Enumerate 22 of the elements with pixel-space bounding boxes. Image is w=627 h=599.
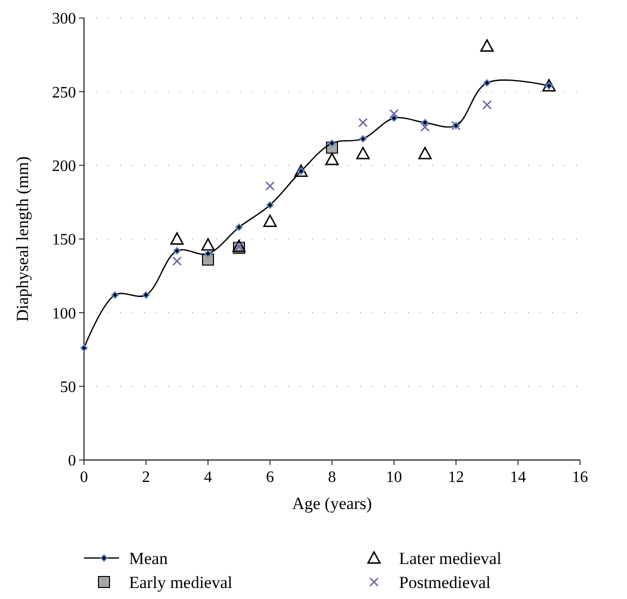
y-tick-label: 250 — [52, 84, 76, 102]
y-tick-label: 50 — [60, 378, 76, 396]
y-tick-label: 300 — [52, 10, 76, 28]
x-tick-label: 14 — [510, 469, 526, 486]
legend-label: Postmedieval — [399, 573, 491, 592]
x-tick-label: 2 — [142, 469, 150, 486]
legend-label: Mean — [129, 549, 168, 568]
x-tick-label: 6 — [266, 469, 274, 486]
y-tick-label: 100 — [52, 305, 76, 322]
x-tick-label: 12 — [448, 469, 464, 486]
x-tick-label: 16 — [572, 469, 588, 486]
x-tick-label: 4 — [204, 469, 212, 486]
x-tick-label: 8 — [328, 469, 336, 486]
y-tick-label: 0 — [68, 452, 76, 470]
legend-label: Later medieval — [399, 549, 502, 568]
x-tick-label: 10 — [386, 469, 402, 486]
x-axis-title: Age (years) — [292, 494, 372, 513]
x-tick-label: 0 — [80, 469, 88, 486]
y-tick-label: 150 — [52, 232, 76, 249]
y-axis-title: Diaphyseal length (mm) — [13, 156, 32, 322]
legend-label: Early medieval — [129, 573, 233, 592]
y-tick-label: 200 — [52, 158, 76, 175]
